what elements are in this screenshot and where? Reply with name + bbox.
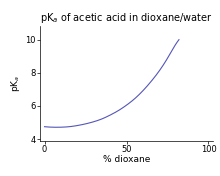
Title: pK$_a$ of acetic acid in dioxane/water: pK$_a$ of acetic acid in dioxane/water — [40, 11, 213, 25]
Y-axis label: pK$_a$: pK$_a$ — [9, 75, 22, 92]
X-axis label: % dioxane: % dioxane — [103, 155, 150, 164]
